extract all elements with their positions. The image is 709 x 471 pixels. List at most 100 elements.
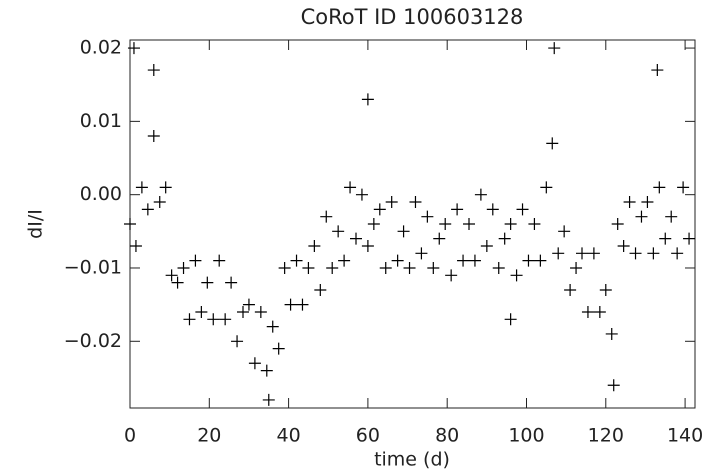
data-point <box>439 218 452 230</box>
data-point <box>445 269 458 282</box>
y-tick-label: 0.00 <box>80 183 122 205</box>
data-point <box>207 313 220 326</box>
data-point <box>683 232 696 245</box>
data-point <box>504 218 517 230</box>
plot-frame <box>129 39 696 409</box>
data-point <box>587 247 600 260</box>
data-point <box>516 203 529 216</box>
y-tick-label: −0.02 <box>64 330 122 352</box>
data-point <box>183 313 196 326</box>
data-point <box>548 42 561 55</box>
data-point <box>290 254 303 267</box>
data-point <box>242 298 255 311</box>
data-point <box>421 210 434 223</box>
x-tick-label: 60 <box>356 425 380 447</box>
data-point <box>201 276 214 289</box>
data-point <box>528 218 541 230</box>
data-point <box>659 232 672 245</box>
data-point <box>546 137 559 150</box>
data-point <box>552 247 565 260</box>
x-tick-label: 120 <box>588 425 624 447</box>
y-tick-label: 0.02 <box>80 37 122 59</box>
data-point <box>195 305 208 318</box>
x-tick-label: 20 <box>197 425 221 447</box>
y-axis-label: dI/I <box>25 209 47 239</box>
data-point <box>457 254 470 267</box>
x-tick-label: 100 <box>508 425 544 447</box>
data-point <box>474 188 487 201</box>
data-point <box>617 239 630 252</box>
x-tick-label: 80 <box>435 425 459 447</box>
data-point <box>576 247 588 260</box>
data-point <box>433 232 446 245</box>
data-point <box>135 181 148 194</box>
data-point <box>260 364 273 377</box>
data-point <box>677 181 690 194</box>
x-tick-label: 0 <box>124 425 136 447</box>
data-point <box>415 247 428 260</box>
data-point <box>373 203 386 216</box>
data-point <box>599 283 612 296</box>
data-point <box>272 342 285 355</box>
data-point <box>498 232 511 245</box>
data-point <box>480 239 493 252</box>
data-point <box>213 254 226 267</box>
data-point <box>278 261 291 274</box>
data-point <box>266 320 279 333</box>
data-point <box>510 269 523 282</box>
data-point <box>332 225 345 238</box>
data-point <box>641 196 654 209</box>
data-point <box>338 254 351 267</box>
data-point <box>171 276 184 289</box>
data-point <box>522 254 535 267</box>
data-point <box>635 210 648 223</box>
data-point <box>361 239 374 252</box>
data-point <box>581 305 594 318</box>
data-point <box>262 393 275 406</box>
data-point <box>165 269 178 282</box>
data-point <box>296 298 309 311</box>
data-point <box>385 196 398 209</box>
data-point <box>302 261 315 274</box>
data-point <box>391 254 404 267</box>
data-point <box>403 261 416 274</box>
data-point <box>141 203 154 216</box>
data-point <box>629 247 642 260</box>
data-point <box>623 196 636 209</box>
data-point <box>320 210 333 223</box>
data-point <box>367 218 380 230</box>
data-point <box>558 225 571 238</box>
data-point <box>492 261 505 274</box>
data-point <box>225 276 238 289</box>
data-point <box>671 247 684 260</box>
data-point <box>129 239 142 252</box>
data-point <box>427 261 440 274</box>
data-point <box>219 313 232 326</box>
data-point <box>189 254 202 267</box>
data-point <box>147 130 160 143</box>
data-point <box>344 181 357 194</box>
data-point <box>486 203 499 216</box>
data-point <box>124 218 136 230</box>
x-tick-label: 140 <box>667 425 703 447</box>
data-point <box>355 188 368 201</box>
data-point <box>231 335 244 348</box>
data-point <box>147 64 160 77</box>
data-point <box>237 305 249 318</box>
data-point <box>409 196 422 209</box>
data-point <box>159 181 172 194</box>
data-point <box>534 254 547 267</box>
data-point <box>611 218 624 230</box>
x-tick-label: 40 <box>277 425 301 447</box>
data-point <box>177 261 190 274</box>
y-tick-label: −0.01 <box>64 256 122 278</box>
data-point <box>326 261 339 274</box>
data-point <box>653 181 666 194</box>
data-point <box>127 42 140 55</box>
data-point <box>379 261 392 274</box>
data-point <box>540 181 553 194</box>
data-point <box>397 225 410 238</box>
data-point <box>314 283 327 296</box>
